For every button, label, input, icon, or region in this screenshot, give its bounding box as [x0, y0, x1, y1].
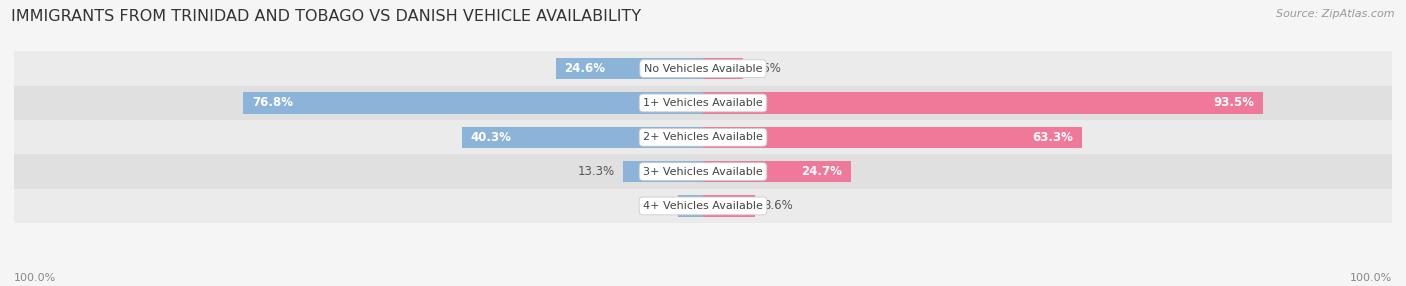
Bar: [14, 86, 1392, 120]
Text: 3+ Vehicles Available: 3+ Vehicles Available: [643, 167, 763, 176]
Text: 8.6%: 8.6%: [763, 199, 793, 212]
Text: 24.6%: 24.6%: [565, 62, 606, 75]
Text: 100.0%: 100.0%: [14, 273, 56, 283]
Bar: [703, 195, 755, 217]
Text: 76.8%: 76.8%: [252, 96, 292, 110]
Text: 1+ Vehicles Available: 1+ Vehicles Available: [643, 98, 763, 108]
Bar: [679, 195, 703, 217]
Bar: [14, 51, 1392, 86]
Text: 4.1%: 4.1%: [640, 199, 669, 212]
Bar: [243, 92, 703, 114]
Bar: [14, 154, 1392, 189]
Text: 2+ Vehicles Available: 2+ Vehicles Available: [643, 132, 763, 142]
Bar: [703, 58, 742, 79]
Bar: [703, 92, 1263, 114]
Text: 93.5%: 93.5%: [1213, 96, 1254, 110]
Bar: [703, 161, 851, 182]
Text: Source: ZipAtlas.com: Source: ZipAtlas.com: [1277, 9, 1395, 19]
Bar: [555, 58, 703, 79]
Text: 63.3%: 63.3%: [1032, 131, 1073, 144]
Text: 100.0%: 100.0%: [1350, 273, 1392, 283]
Bar: [14, 120, 1392, 154]
Text: 6.6%: 6.6%: [752, 62, 782, 75]
Text: 40.3%: 40.3%: [471, 131, 512, 144]
Text: 24.7%: 24.7%: [801, 165, 842, 178]
Text: IMMIGRANTS FROM TRINIDAD AND TOBAGO VS DANISH VEHICLE AVAILABILITY: IMMIGRANTS FROM TRINIDAD AND TOBAGO VS D…: [11, 9, 641, 23]
Text: No Vehicles Available: No Vehicles Available: [644, 64, 762, 74]
Bar: [703, 127, 1083, 148]
Bar: [461, 127, 703, 148]
Bar: [14, 189, 1392, 223]
Text: 4+ Vehicles Available: 4+ Vehicles Available: [643, 201, 763, 211]
Bar: [623, 161, 703, 182]
Text: 13.3%: 13.3%: [578, 165, 614, 178]
